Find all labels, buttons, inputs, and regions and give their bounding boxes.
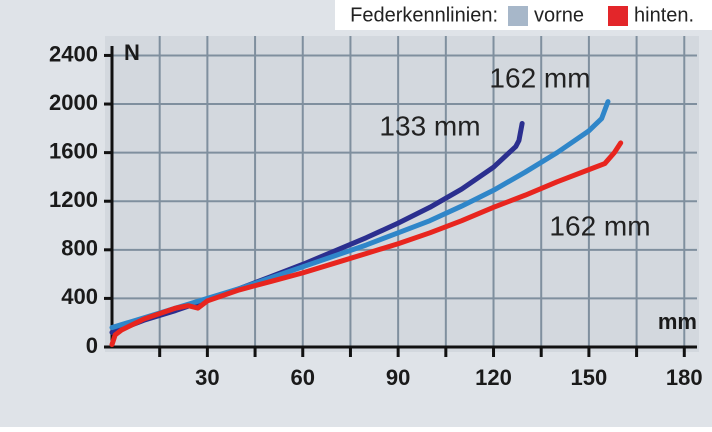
series-label: 162 mm <box>549 210 650 241</box>
legend-swatch <box>508 6 528 26</box>
series-label: 133 mm <box>379 110 480 141</box>
y-tick-label: 1200 <box>49 187 98 212</box>
x-tick-label: 90 <box>386 365 410 390</box>
x-tick-label: 30 <box>195 365 219 390</box>
legend-label: hinten. <box>634 4 694 26</box>
y-axis-label: N <box>124 40 140 65</box>
legend-swatch <box>608 6 628 26</box>
legend-title: Federkennlinien: <box>350 4 498 26</box>
series-label: 162 mm <box>489 62 590 93</box>
x-tick-label: 60 <box>291 365 315 390</box>
y-tick-label: 1600 <box>49 138 98 163</box>
x-axis-label: mm <box>658 309 697 334</box>
y-tick-label: 2000 <box>49 90 98 115</box>
y-tick-label: 2400 <box>49 41 98 66</box>
x-tick-label: 150 <box>571 365 608 390</box>
legend-label: vorne <box>534 4 584 26</box>
y-tick-label: 800 <box>61 236 98 261</box>
x-tick-label: 120 <box>475 365 512 390</box>
y-tick-label: 400 <box>61 284 98 309</box>
y-tick-label: 0 <box>86 333 98 358</box>
series-line <box>109 140 624 348</box>
x-tick-label: 180 <box>666 365 703 390</box>
